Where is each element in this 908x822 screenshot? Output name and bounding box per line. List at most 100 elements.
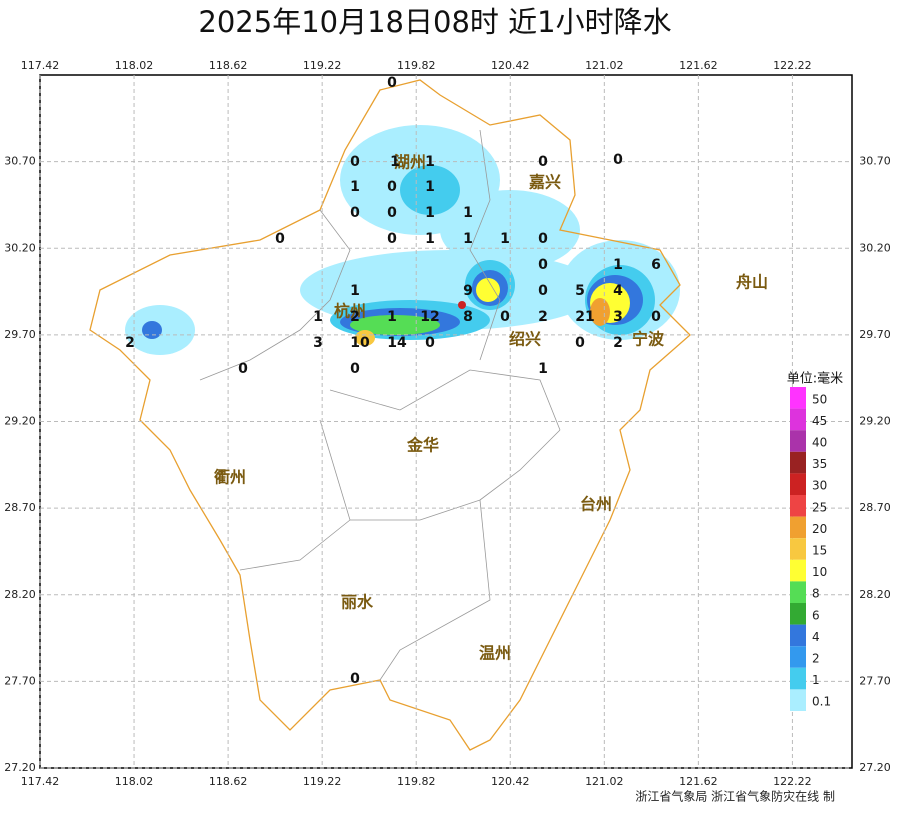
x-tick-label: 121.02: [585, 59, 624, 72]
station-value: 1: [313, 309, 323, 325]
station-value: 5: [575, 283, 585, 299]
legend-label: 6: [812, 608, 820, 622]
legend-label: 25: [812, 500, 827, 514]
x-tick-label: 118.02: [115, 59, 154, 72]
legend-label: 1: [812, 673, 820, 687]
y-tick-label: 28.70: [4, 501, 36, 514]
station-value: 0: [350, 154, 360, 170]
legend-swatch: [790, 408, 806, 431]
y-tick-label: 29.20: [4, 415, 36, 428]
map-title: 2025年10月18日08时 近1小时降水: [198, 5, 671, 39]
city-label: 绍兴: [509, 330, 541, 349]
station-value: 12: [420, 309, 439, 325]
station-value: 1: [425, 205, 435, 221]
station-value: 0: [538, 154, 548, 170]
y-tick-label: 29.70: [4, 328, 36, 341]
y-tick-label: 29.20: [859, 415, 891, 428]
station-value: 0: [651, 309, 661, 325]
city-label: 湖州: [394, 153, 426, 172]
x-tick-label: 121.02: [585, 775, 624, 788]
station-value: 1: [390, 154, 400, 170]
legend-label: 0.1: [812, 695, 831, 709]
station-value: 1: [463, 231, 473, 247]
station-value: 0: [350, 205, 360, 221]
station-value: 0: [387, 179, 397, 195]
station-value: 1: [538, 361, 548, 377]
station-value: 0: [350, 671, 360, 687]
station-value: 1: [425, 154, 435, 170]
legend-swatch: [790, 516, 806, 539]
x-tick-label: 120.42: [491, 59, 530, 72]
station-value: 2: [613, 335, 623, 351]
x-tick-label: 121.62: [679, 775, 718, 788]
station-value: 1: [613, 257, 623, 273]
station-value: 1: [500, 231, 510, 247]
legend-label: 8: [812, 587, 820, 601]
x-tick-label: 117.42: [21, 59, 60, 72]
legend-swatch: [790, 646, 806, 668]
y-tick-label: 30.20: [4, 241, 36, 254]
legend-swatch: [790, 559, 806, 582]
legend-label: 15: [812, 544, 827, 558]
station-value: 10: [350, 335, 370, 351]
legend-swatch: [790, 538, 806, 560]
legend-title: 单位:毫米: [787, 371, 843, 387]
station-value: 0: [538, 231, 548, 247]
station-value: 3: [313, 335, 323, 351]
legend-swatch: [790, 603, 806, 625]
legend-label: 40: [812, 436, 827, 450]
station-value: 0: [613, 152, 623, 168]
legend-swatch: [790, 430, 806, 452]
x-tick-label: 117.42: [21, 775, 60, 788]
x-tick-label: 120.42: [491, 775, 530, 788]
station-value: 2: [350, 309, 360, 325]
x-tick-label: 119.82: [397, 59, 436, 72]
station-value: 2: [125, 335, 135, 351]
station-value: 0: [387, 231, 397, 247]
city-label: 杭州: [334, 302, 366, 321]
city-label: 衢州: [214, 468, 246, 487]
x-tick-label: 119.22: [303, 775, 342, 788]
y-tick-label: 27.20: [859, 761, 891, 774]
station-value: 1: [463, 205, 473, 221]
city-label: 舟山: [736, 273, 768, 292]
station-value: 6: [651, 257, 661, 273]
city-label: 丽水: [341, 593, 374, 612]
station-value: 0: [425, 335, 435, 351]
x-tick-label: 118.62: [209, 775, 248, 788]
city-label: 台州: [580, 495, 612, 514]
y-tick-label: 27.20: [4, 761, 36, 774]
station-value: 0: [575, 335, 585, 351]
y-tick-label: 28.20: [859, 588, 891, 601]
legend-swatch: [790, 473, 806, 495]
station-value: 0: [538, 283, 548, 299]
city-label: 金华: [406, 436, 439, 455]
y-tick-label: 27.70: [4, 674, 36, 687]
station-value: 8: [463, 309, 473, 325]
legend-label: 10: [812, 565, 827, 579]
legend-label: 2: [812, 652, 820, 666]
legend-swatch: [790, 387, 806, 409]
y-tick-label: 30.20: [859, 241, 891, 254]
y-tick-label: 30.70: [859, 155, 891, 168]
city-label: 温州: [478, 644, 511, 663]
x-tick-label: 121.62: [679, 59, 718, 72]
station-value: 0: [350, 361, 360, 377]
y-tick-label: 30.70: [4, 155, 36, 168]
county-borders: [199, 129, 561, 681]
station-value: 0: [387, 75, 397, 91]
legend-swatch: [790, 667, 806, 690]
legend-label: 35: [812, 457, 827, 471]
rain-areas: [125, 125, 680, 355]
y-tick-label: 28.20: [4, 588, 36, 601]
legend-swatch: [790, 581, 806, 603]
legend-label: 20: [812, 522, 827, 536]
station-value: 3: [613, 309, 623, 325]
station-value: 4: [613, 283, 623, 299]
credit: 浙江省气象局 浙江省气象防灾在线 制: [635, 789, 835, 804]
x-tick-label: 122.22: [773, 59, 812, 72]
station-value: 9: [463, 283, 473, 299]
legend-swatch: [790, 689, 806, 711]
legend-label: 45: [812, 414, 827, 428]
